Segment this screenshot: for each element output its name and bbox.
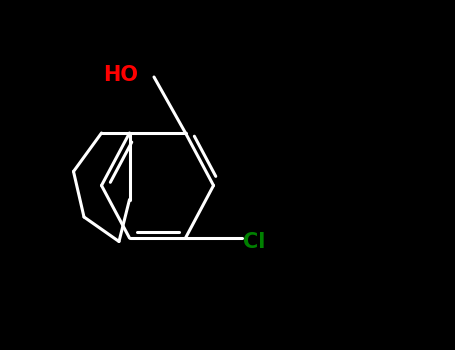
- Text: Cl: Cl: [243, 231, 266, 252]
- Text: HO: HO: [103, 65, 138, 85]
